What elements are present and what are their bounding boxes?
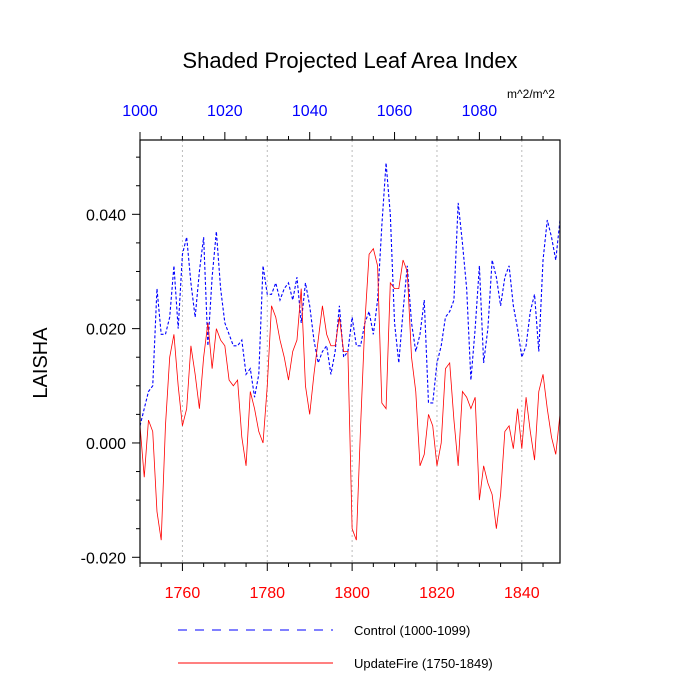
grid-lines [181,140,523,563]
x-bottom-tick-label: 1760 [165,585,201,602]
axes: 1760 1780 1800 1820 1840 1000 1020 1040 1060 1080… [81,103,561,602]
y-tick-label: 0.000 [86,436,126,453]
y-tick-label: 0.040 [86,207,126,224]
x-top-tick-label: 1000 [122,103,158,120]
units-label: m^2/m^2 [507,87,555,101]
x-top-tick-label: 1040 [292,103,328,120]
y-tick-label: 0.020 [86,322,126,339]
x-top-tick-label: 1020 [207,103,243,120]
legend: Control (1000-1099) UpdateFire (1750-1849… [178,623,493,671]
legend-label: Control (1000-1099) [354,623,470,638]
control-series-line [140,162,560,426]
x-top-tick-label: 1080 [462,103,498,120]
x-top-tick-label: 1060 [377,103,413,120]
x-bottom-tick-label: 1840 [504,585,540,602]
plot-frame [139,139,561,564]
x-bottom-tick-label: 1780 [249,585,285,602]
y-axis-label: LAISHA [30,327,52,399]
x-bottom-tick-label: 1820 [419,585,455,602]
y-tick-label: -0.020 [81,550,126,567]
legend-label: UpdateFire (1750-1849) [354,656,493,671]
x-bottom-tick-label: 1800 [334,585,370,602]
chart-title: Shaded Projected Leaf Area Index [182,48,517,73]
series-layer [140,162,560,541]
updatefire-series-line [140,247,560,541]
